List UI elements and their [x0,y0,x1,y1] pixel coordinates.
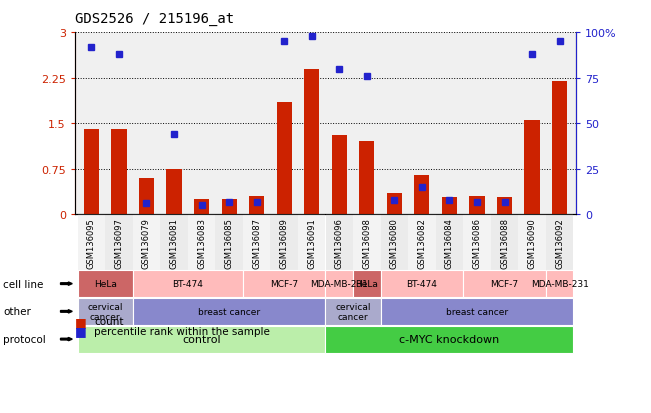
Text: count: count [94,316,124,326]
Text: cervical
cancer: cervical cancer [87,302,123,321]
Text: HeLa: HeLa [355,280,378,288]
Bar [304,69,319,215]
Text: ■: ■ [75,325,87,338]
Text: GSM136081: GSM136081 [169,217,178,268]
Bar [277,103,292,215]
Text: GSM136091: GSM136091 [307,217,316,268]
Text: percentile rank within the sample: percentile rank within the sample [94,326,270,336]
Text: GSM136098: GSM136098 [363,217,371,268]
Text: GSM136085: GSM136085 [225,217,234,268]
Text: GSM136082: GSM136082 [417,217,426,268]
Bar [552,81,567,215]
Bar [111,130,126,215]
Bar [332,136,347,215]
Text: BT-474: BT-474 [173,280,203,288]
Text: GSM136092: GSM136092 [555,217,564,268]
Bar [491,215,518,271]
Text: HeLa: HeLa [94,280,117,288]
Text: GSM136080: GSM136080 [390,217,399,268]
Bar [194,199,209,215]
Text: GSM136086: GSM136086 [473,217,482,268]
Bar [442,198,457,215]
Bar [298,215,326,271]
Bar [77,215,105,271]
Bar [546,215,574,271]
Text: GSM136084: GSM136084 [445,217,454,268]
Bar [249,197,264,215]
Text: cell line: cell line [3,279,44,289]
Bar [387,194,402,215]
Bar [215,215,243,271]
Bar [84,130,99,215]
Text: GSM136096: GSM136096 [335,217,344,268]
Bar [105,215,133,271]
Text: MDA-MB-231: MDA-MB-231 [311,280,368,288]
Bar [139,178,154,215]
Bar [408,215,436,271]
Bar [436,215,464,271]
Bar [326,215,353,271]
Text: GSM136097: GSM136097 [115,217,124,268]
Bar [469,197,484,215]
Bar [353,215,381,271]
Bar [160,215,187,271]
Text: cervical
cancer: cervical cancer [335,302,371,321]
Bar [525,121,540,215]
Bar [270,215,298,271]
Bar [167,169,182,215]
Bar [464,215,491,271]
Bar [381,215,408,271]
Bar [221,199,237,215]
Text: breast cancer: breast cancer [446,307,508,316]
Text: GSM136090: GSM136090 [527,217,536,268]
Bar [133,215,160,271]
Text: GSM136088: GSM136088 [500,217,509,268]
Text: c-MYC knockdown: c-MYC knockdown [399,334,499,344]
Bar [359,142,374,215]
Text: ■: ■ [75,315,87,328]
Text: control: control [182,334,221,344]
Text: MDA-MB-231: MDA-MB-231 [531,280,589,288]
Bar [497,198,512,215]
Text: GSM136083: GSM136083 [197,217,206,268]
Text: BT-474: BT-474 [406,280,437,288]
Text: GSM136089: GSM136089 [280,217,288,268]
Text: GSM136095: GSM136095 [87,217,96,268]
Bar [187,215,215,271]
Bar [518,215,546,271]
Text: GSM136087: GSM136087 [252,217,261,268]
Text: GDS2526 / 215196_at: GDS2526 / 215196_at [75,12,234,26]
Text: GSM136079: GSM136079 [142,217,151,268]
Text: protocol: protocol [3,334,46,344]
Text: other: other [3,306,31,317]
Bar [243,215,270,271]
Text: MCF-7: MCF-7 [270,280,298,288]
Text: breast cancer: breast cancer [198,307,260,316]
Bar [414,176,430,215]
Text: MCF-7: MCF-7 [490,280,519,288]
